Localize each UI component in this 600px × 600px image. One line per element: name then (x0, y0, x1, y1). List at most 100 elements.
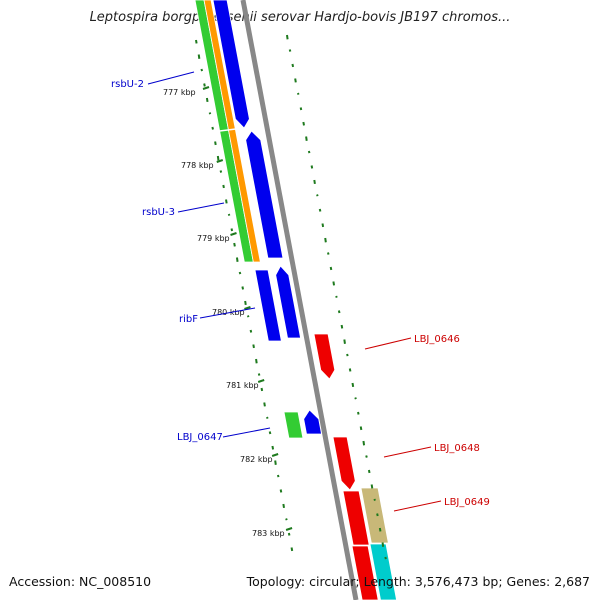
gc-dot (274, 460, 277, 465)
gc-dot (195, 39, 198, 44)
ruler-tick-label: 779 kbp (197, 234, 230, 243)
gc-dot (233, 242, 236, 247)
gc-dot (219, 170, 223, 173)
gc-dot (285, 518, 288, 521)
gc-dot (286, 34, 289, 40)
gc-dot (373, 498, 376, 501)
gc-dot (268, 431, 272, 435)
ruler-tick-label: 781 kbp (226, 381, 259, 390)
gc-dot (376, 513, 379, 517)
gc-dot (362, 440, 366, 446)
ruler-tick (216, 159, 224, 163)
gc-dot (384, 556, 387, 560)
gc-dot (335, 295, 338, 298)
gc-dot (260, 387, 264, 392)
gene-cyan-bar[interactable] (369, 543, 397, 600)
gc-dot (279, 489, 283, 493)
gene-rsbU-2[interactable] (212, 0, 250, 129)
gc-dot (208, 112, 212, 115)
label-leader (177, 202, 225, 213)
gc-dot (216, 155, 220, 161)
gc-dot (367, 469, 371, 474)
gc-content-dots (195, 34, 387, 560)
gc-dot (329, 266, 333, 271)
gc-dot (351, 382, 355, 388)
gc-dot (378, 527, 382, 532)
label-leader (383, 446, 432, 458)
gc-dot (354, 397, 357, 400)
gc-dot (227, 213, 231, 216)
feature-separator (219, 128, 236, 132)
backbone-track (240, 0, 359, 600)
gene-LBJ_0649-red[interactable] (342, 490, 370, 546)
gc-dot (222, 184, 225, 189)
gc-dot (296, 92, 300, 95)
gc-dot (214, 141, 217, 146)
gc-dot (238, 271, 242, 275)
gc-dot (340, 324, 344, 329)
gc-dot (332, 281, 336, 286)
gc-dot (348, 368, 352, 372)
gc-dot (246, 315, 250, 318)
gene-labels: rsbU-2 rsbU-3 ribF LBJ_0647 LBJ_0646 LBJ… (111, 71, 490, 512)
gc-dot (299, 107, 303, 111)
gene-ribF[interactable] (275, 265, 302, 339)
gc-dot (244, 300, 247, 306)
label-leader (393, 500, 442, 512)
gc-dot (327, 252, 330, 255)
gene-red-lower[interactable] (351, 545, 379, 600)
accession-text: Accession: NC_008510 (9, 574, 152, 589)
gc-dot (230, 228, 234, 232)
topology-summary: Topology: circular; Length: 3,576,473 bp… (246, 574, 590, 589)
gc-dot (370, 484, 374, 489)
gc-dot (316, 194, 319, 197)
gc-dot (305, 136, 308, 141)
gc-dot (235, 257, 239, 262)
gc-dot (288, 49, 292, 52)
ruler-tick-label: 782 kbp (240, 455, 273, 464)
gc-dot (282, 503, 285, 509)
gc-dot (287, 532, 291, 536)
gene-LBJ_0647-green[interactable] (283, 411, 304, 439)
gc-dot (266, 416, 269, 419)
gene-LBJ_0648[interactable] (332, 436, 356, 491)
gene-LBJ_0646[interactable] (313, 333, 336, 380)
gc-dot (294, 78, 297, 83)
gc-dot (255, 358, 258, 364)
gc-dot (252, 344, 255, 349)
gc-dot (302, 121, 305, 126)
ruler-tick-label: 783 kbp (252, 529, 285, 538)
gc-dot (321, 223, 325, 228)
gc-dot (225, 199, 228, 204)
gene-label-LBJ_0648[interactable]: LBJ_0648 (434, 443, 480, 454)
gene-label-rsbU-3[interactable]: rsbU-3 (142, 207, 175, 218)
gene-label-LBJ_0649[interactable]: LBJ_0649 (444, 497, 490, 508)
gc-dot (365, 455, 368, 458)
gene-rsbU-3[interactable] (245, 130, 284, 259)
gc-dot (241, 286, 245, 290)
gc-dot (337, 310, 341, 314)
gene-LBJ_0647[interactable] (303, 409, 323, 435)
map-title: Leptospira borgpetersenii serovar Hardjo… (89, 10, 511, 25)
gene-label-ribF[interactable]: ribF (179, 314, 198, 325)
gc-dot (346, 353, 349, 357)
gc-dot (263, 402, 266, 407)
gc-dot (310, 165, 314, 169)
gc-dot (290, 547, 294, 552)
ruler-tick (257, 379, 265, 383)
gene-label-rsbU-2[interactable]: rsbU-2 (111, 79, 144, 90)
gene-ribF-part[interactable] (254, 269, 282, 342)
gc-dot (324, 237, 327, 243)
gene-label-LBJ_0647[interactable]: LBJ_0647 (177, 432, 223, 443)
ruler-tick (244, 306, 251, 310)
gc-dot (359, 426, 363, 431)
label-leader (222, 427, 271, 438)
gene-label-LBJ_0646[interactable]: LBJ_0646 (414, 334, 460, 345)
orange-feature-bar[interactable] (203, 0, 261, 263)
ruler-tick-label: 778 kbp (181, 161, 214, 170)
gc-dot (307, 150, 311, 154)
gc-dot (249, 329, 253, 333)
backbone-line (240, 0, 359, 600)
ruler-tick (202, 86, 210, 90)
